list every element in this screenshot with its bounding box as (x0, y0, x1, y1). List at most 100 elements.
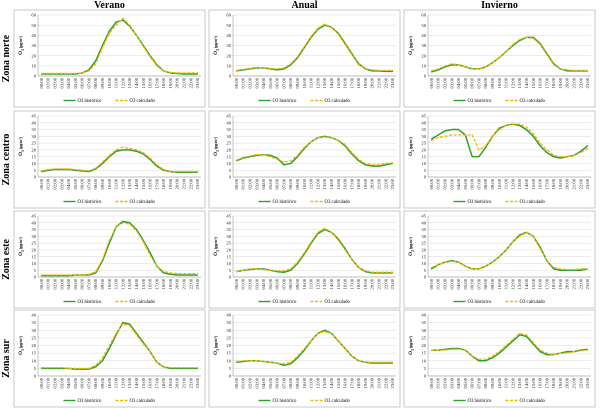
data-point-calculado (498, 57, 500, 59)
data-point-calculado (587, 268, 589, 270)
x-tick-label: 20:00 (175, 278, 180, 289)
x-tick-label: 11:00 (504, 278, 509, 289)
data-point-historico (566, 351, 568, 353)
x-tick-label: 05:00 (463, 77, 468, 88)
data-point-calculado (392, 69, 394, 71)
y-tick-label: 5 (34, 168, 37, 173)
data-point-historico (283, 68, 285, 70)
panel-frame (13, 9, 206, 108)
x-tick-label: 08:00 (483, 77, 488, 88)
data-point-calculado (108, 32, 110, 34)
x-tick-label: 21:00 (572, 178, 577, 189)
data-point-calculado (197, 367, 199, 369)
y-axis-label-unit: (µg/m³) (19, 236, 23, 249)
legend-label-historico: O3 histórico (78, 200, 102, 205)
x-tick-label: 01:00 (46, 178, 51, 189)
row-title-1: Zona centro (1, 134, 12, 186)
x-tick-label: 00:00 (234, 377, 239, 388)
y-tick-label: 45 (31, 214, 36, 219)
data-point-calculado (337, 33, 339, 35)
x-tick-label: 22:00 (188, 278, 193, 289)
data-point-historico (156, 165, 158, 167)
y-axis-label: O3(µg/m³) (214, 335, 220, 354)
legend-label-calculado: O3 calculado (130, 399, 156, 404)
x-tick-label: 05:00 (73, 77, 78, 88)
x-tick-label: 01:00 (241, 178, 246, 189)
data-point-calculado (242, 360, 244, 362)
y-tick-label: 0 (229, 275, 232, 280)
x-tick-label: 04:00 (456, 178, 461, 189)
x-tick-label: 05:00 (268, 377, 273, 388)
y-tick-label: 40 (226, 220, 231, 225)
data-point-historico (519, 334, 521, 336)
y-tick-label: 45 (226, 114, 231, 119)
legend-label-calculado: O3 calculado (520, 399, 546, 404)
x-tick-label: 20:00 (370, 77, 375, 88)
data-point-calculado (458, 64, 460, 66)
data-point-calculado (183, 171, 185, 173)
column-title-1: Anual (291, 0, 317, 11)
y-tick-label: 30 (226, 234, 231, 239)
x-tick-label: 13:00 (517, 77, 522, 88)
y-tick-label: 30 (31, 234, 36, 239)
panel-frame (403, 9, 596, 108)
y-tick-label: 15 (226, 351, 231, 356)
y-tick-label: 20 (226, 247, 231, 252)
y-axis-label-main: O (214, 252, 219, 256)
data-point-calculado (444, 349, 446, 351)
x-tick-label: 05:00 (268, 278, 273, 289)
data-point-historico (108, 30, 110, 32)
data-point-calculado (142, 241, 144, 243)
x-tick-label: 14:00 (134, 77, 139, 88)
data-point-calculado (491, 261, 494, 263)
x-tick-label: 05:00 (463, 278, 468, 289)
x-tick-label: 03:00 (449, 77, 454, 88)
data-point-calculado (371, 164, 373, 166)
y-axis-label-main: O (409, 51, 414, 55)
x-tick-label: 19:00 (558, 77, 563, 88)
data-point-historico (358, 160, 360, 162)
y-axis-label-unit: (µg/m³) (19, 136, 23, 149)
x-tick-label: 17:00 (349, 278, 354, 289)
y-tick-label: 5 (424, 268, 427, 273)
x-tick-label: 12:00 (315, 77, 320, 88)
panel-frame (403, 210, 596, 309)
data-point-calculado (242, 68, 244, 70)
x-tick-label: 04:00 (456, 77, 461, 88)
y-axis-label-main: O (19, 51, 24, 55)
data-point-historico (190, 367, 192, 369)
x-tick-label: 19:00 (168, 377, 173, 388)
data-point-calculado (525, 334, 528, 336)
x-tick-label: 17:00 (544, 377, 549, 388)
series-line-historico (236, 228, 393, 274)
x-tick-label: 05:00 (73, 377, 78, 388)
data-point-calculado (519, 235, 521, 237)
data-point-calculado (303, 146, 305, 148)
data-point-historico (498, 127, 500, 129)
y-axis-label: O3(µg/m³) (214, 236, 220, 255)
data-point-historico (135, 229, 138, 231)
legend-label-historico: O3 histórico (468, 399, 492, 404)
data-point-calculado (587, 69, 589, 71)
data-point-calculado (156, 164, 158, 166)
data-point-historico (344, 247, 346, 250)
data-point-calculado (88, 367, 90, 369)
data-point-calculado (249, 155, 251, 157)
legend-label-historico: O3 histórico (468, 300, 492, 305)
data-point-calculado (101, 46, 104, 49)
x-tick-label: 05:00 (268, 178, 273, 189)
x-tick-label: 20:00 (175, 77, 180, 88)
x-tick-label: 07:00 (476, 178, 481, 189)
data-point-historico (539, 42, 541, 45)
y-tick-label: 20 (226, 53, 231, 58)
x-tick-label: 14:00 (524, 278, 529, 289)
x-tick-label: 03:00 (254, 178, 259, 189)
x-tick-label: 06:00 (275, 278, 280, 289)
data-point-historico (176, 274, 178, 276)
y-axis-label-sub: 3 (21, 349, 25, 351)
x-tick-label: 19:00 (363, 178, 368, 189)
y-tick-label: 15 (421, 351, 426, 356)
data-point-calculado (190, 171, 192, 173)
